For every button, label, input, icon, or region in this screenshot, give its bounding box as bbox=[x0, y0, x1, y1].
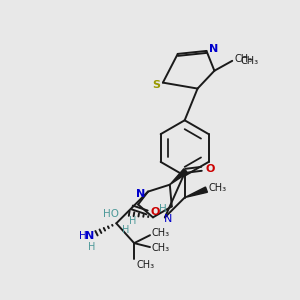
Text: H: H bbox=[159, 204, 167, 214]
Text: CH₃: CH₃ bbox=[234, 54, 252, 64]
Text: H: H bbox=[130, 216, 137, 226]
Text: H: H bbox=[79, 231, 87, 241]
Text: N: N bbox=[209, 44, 218, 54]
Text: O: O bbox=[206, 164, 215, 174]
Text: CH₃: CH₃ bbox=[208, 183, 226, 193]
Text: CH₃: CH₃ bbox=[240, 56, 258, 66]
Text: HO: HO bbox=[103, 209, 119, 219]
Text: N: N bbox=[85, 231, 94, 241]
Text: CH₃: CH₃ bbox=[136, 260, 154, 270]
Polygon shape bbox=[185, 187, 207, 198]
Text: CH₃: CH₃ bbox=[152, 243, 170, 253]
Text: H: H bbox=[122, 225, 129, 235]
Text: N: N bbox=[136, 189, 146, 199]
Text: CH₃: CH₃ bbox=[152, 228, 170, 238]
Text: N: N bbox=[164, 214, 172, 224]
Text: H: H bbox=[88, 242, 95, 252]
Text: S: S bbox=[152, 80, 160, 90]
Polygon shape bbox=[170, 169, 188, 185]
Text: O: O bbox=[151, 207, 160, 218]
